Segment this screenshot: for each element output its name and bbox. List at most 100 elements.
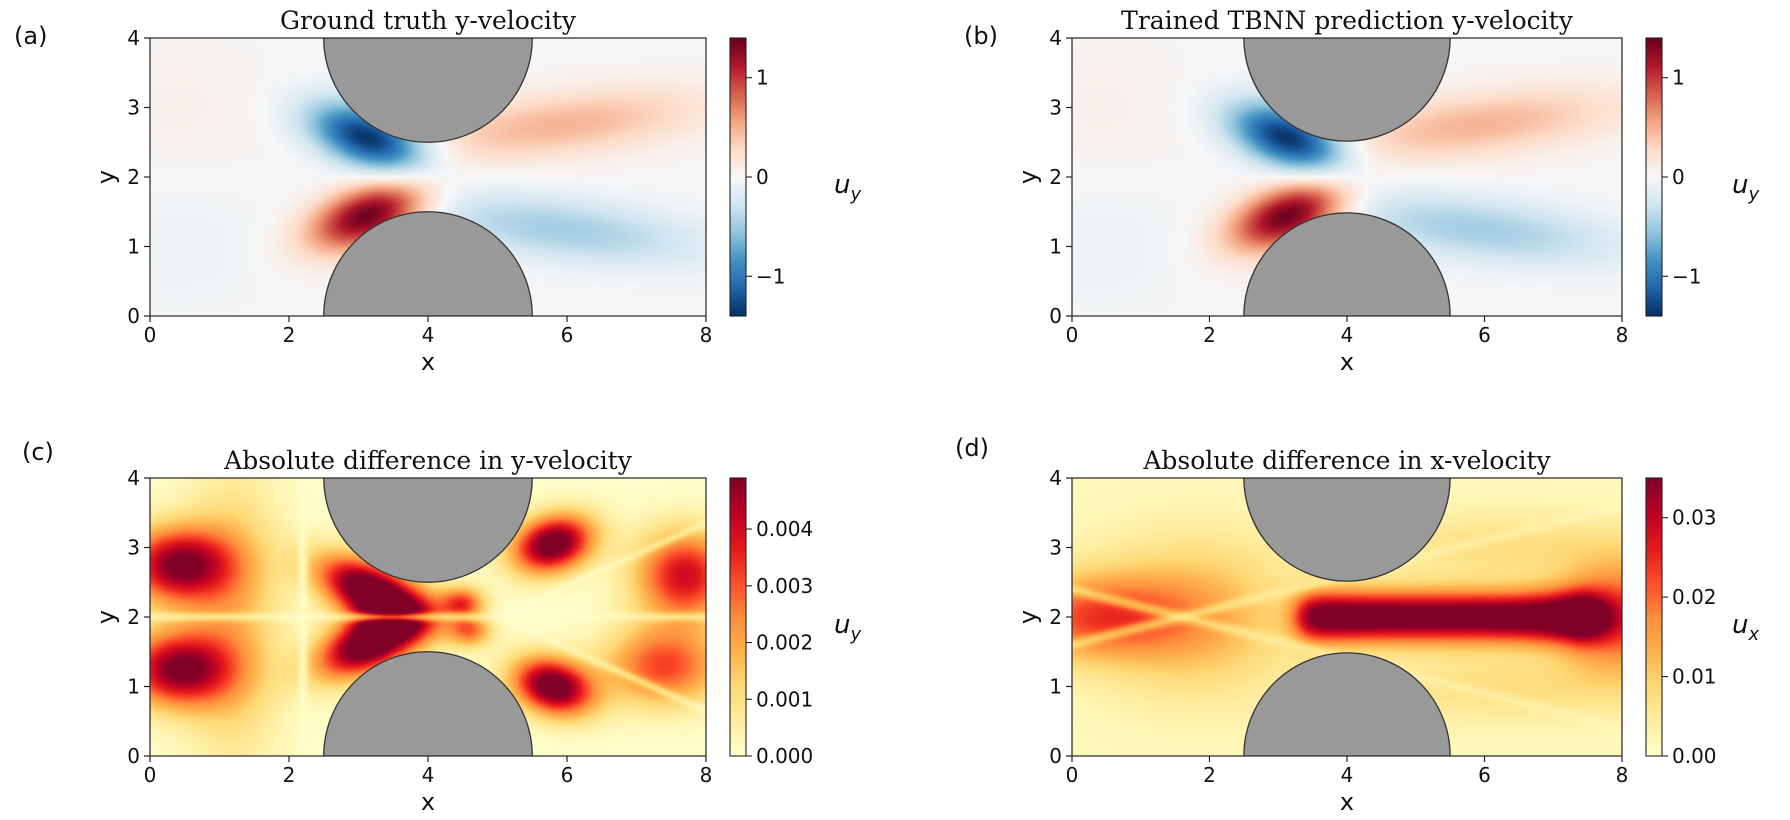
y-tick-label: 4 [127, 26, 140, 50]
colorbar-tick-label: 0.00 [1672, 744, 1717, 768]
colorbar-tick-label: −1 [756, 264, 785, 288]
obstacle-bottom [323, 651, 533, 756]
colorbar-tick-label: 0 [1672, 165, 1685, 189]
chart-title: Absolute difference in y-velocity [223, 446, 633, 475]
x-tick-label: 4 [1341, 323, 1354, 347]
colorbar-label-base: u [834, 610, 850, 640]
colorbar-frame [729, 477, 747, 757]
colorbar-tick-label: 0.003 [756, 574, 813, 598]
x-tick-label: 4 [422, 323, 435, 347]
colorbar-gradient [1646, 478, 1662, 756]
x-axis-label: x [421, 788, 435, 816]
colorbar-label-subscript: y [849, 184, 861, 205]
x-tick-label: 0 [144, 763, 157, 787]
chart-title: Absolute difference in x-velocity [1142, 446, 1551, 475]
x-tick-label: 2 [1203, 763, 1216, 787]
x-tick-label: 6 [1478, 323, 1491, 347]
obstacle-bottom [1243, 652, 1451, 756]
colorbar-tick-label: 1 [756, 66, 769, 90]
colorbar-tick-label: 0.004 [756, 517, 813, 541]
colorbar-label: uy [834, 170, 861, 205]
y-tick-label: 1 [1049, 235, 1062, 259]
y-tick-label: 1 [1049, 675, 1062, 699]
chart-title: Trained TBNN prediction y-velocity [1121, 6, 1574, 35]
obstacle-top [323, 478, 533, 583]
colorbar-label-base: u [1732, 170, 1748, 200]
x-axis-label: x [1340, 348, 1354, 376]
x-tick-label: 4 [422, 763, 435, 787]
x-tick-label: 2 [283, 323, 296, 347]
colorbar-tick-label: 0.002 [756, 631, 813, 655]
y-tick-label: 1 [127, 675, 140, 699]
y-tick-label: 2 [127, 165, 140, 189]
x-tick-label: 8 [1616, 763, 1629, 787]
panel-label: (c) [22, 438, 54, 466]
obstacle-bottom [1243, 212, 1451, 316]
colorbar-gradient [1646, 38, 1662, 316]
x-tick-label: 0 [144, 323, 157, 347]
colorbar-label-base: u [834, 170, 850, 200]
y-tick-label: 0 [1049, 304, 1062, 328]
panel-label: (d) [955, 434, 989, 462]
y-tick-label: 2 [1049, 165, 1062, 189]
panel-label: (a) [14, 22, 47, 50]
obstacle-top [1243, 478, 1451, 582]
y-tick-label: 0 [1049, 744, 1062, 768]
obstacle-bottom [323, 211, 533, 316]
y-tick-label: 0 [127, 304, 140, 328]
y-tick-label: 0 [127, 744, 140, 768]
colorbar-gradient [730, 38, 746, 316]
colorbar-tick-label: 1 [1672, 66, 1685, 90]
colorbar-tick-label: −1 [1672, 264, 1701, 288]
y-axis-label: y [92, 610, 120, 624]
x-tick-label: 6 [561, 763, 574, 787]
x-tick-label: 2 [1203, 323, 1216, 347]
y-axis-label: y [1014, 610, 1042, 624]
x-tick-label: 0 [1066, 323, 1079, 347]
x-tick-label: 8 [700, 763, 713, 787]
x-tick-label: 8 [700, 323, 713, 347]
obstacle-top [1243, 38, 1451, 142]
y-tick-label: 1 [127, 235, 140, 259]
y-axis-label: y [92, 170, 120, 184]
y-tick-label: 3 [127, 96, 140, 120]
colorbar-label-subscript: y [849, 624, 861, 645]
x-tick-label: 0 [1066, 763, 1079, 787]
y-tick-label: 2 [1049, 605, 1062, 629]
x-tick-label: 8 [1616, 323, 1629, 347]
chart-title: Ground truth y-velocity [280, 6, 577, 35]
x-tick-label: 2 [283, 763, 296, 787]
y-axis-label: y [1014, 170, 1042, 184]
colorbar-tick-label: 0 [756, 165, 769, 189]
y-tick-label: 3 [127, 536, 140, 560]
colorbar-gradient [730, 478, 746, 756]
x-axis-label: x [421, 348, 435, 376]
colorbar-frame [1645, 477, 1663, 757]
obstacle-top [323, 38, 533, 143]
y-tick-label: 4 [1049, 466, 1062, 490]
colorbar-label-subscript: y [1747, 184, 1759, 205]
colorbar-tick-label: 0.000 [756, 744, 813, 768]
panel-d: 0 2 4 6 8 0 1 2 3 4 x y Absolute difference in x-vel… [955, 434, 1759, 816]
colorbar-tick-label: 0.01 [1672, 665, 1717, 689]
colorbar-label: uy [1732, 170, 1759, 205]
colorbar-label-subscript: x [1747, 624, 1759, 645]
y-tick-label: 3 [1049, 96, 1062, 120]
y-tick-label: 3 [1049, 536, 1062, 560]
y-tick-label: 4 [1049, 26, 1062, 50]
colorbar-tick-label: 0.001 [756, 687, 813, 711]
x-tick-label: 6 [561, 323, 574, 347]
y-tick-label: 4 [127, 466, 140, 490]
colorbar-label-base: u [1732, 610, 1748, 640]
x-tick-label: 6 [1478, 763, 1491, 787]
colorbar-tick-label: 0.03 [1672, 506, 1717, 530]
colorbar-label: uy [834, 610, 861, 645]
colorbar-label: ux [1732, 610, 1759, 645]
panel-label: (b) [964, 22, 998, 50]
x-tick-label: 4 [1341, 763, 1354, 787]
colorbar-tick-label: 0.02 [1672, 585, 1717, 609]
